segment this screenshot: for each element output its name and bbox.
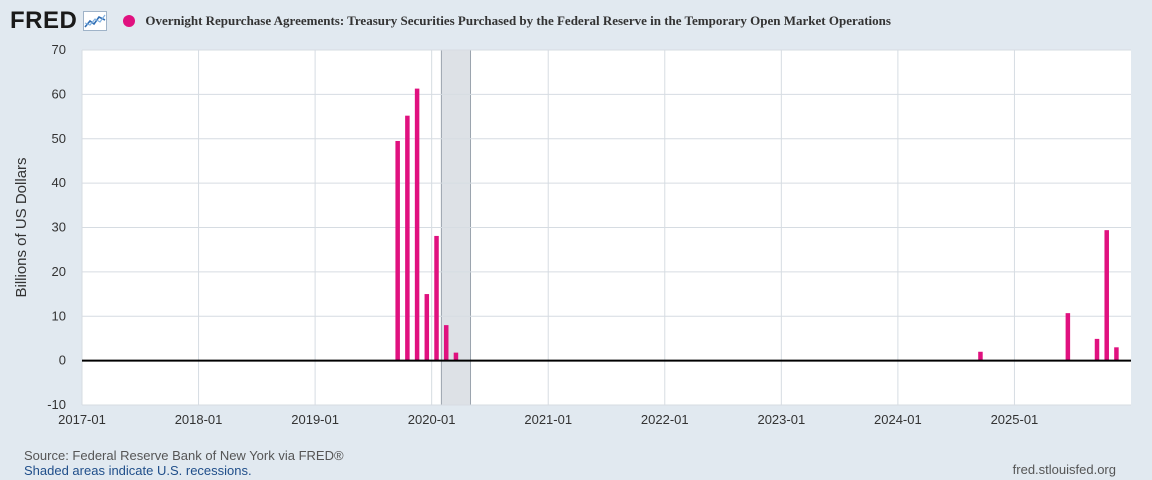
- y-tick-label: 60: [52, 86, 66, 101]
- bar[interactable]: [434, 235, 439, 361]
- bar-series: [395, 88, 1119, 361]
- fred-chart-icon: [83, 11, 108, 31]
- x-tick-label: 2024-01: [874, 412, 922, 427]
- x-tick-label: 2022-01: [641, 412, 689, 427]
- y-tick-label: 40: [52, 175, 66, 190]
- x-axis-ticks: 2017-01 2018-01 2019-01 2020-01 2021-01 2022-…: [58, 412, 1038, 427]
- y-tick-label: -10: [47, 397, 66, 412]
- bar[interactable]: [424, 294, 430, 361]
- y-tick-label: 10: [52, 308, 66, 323]
- chart-svg: -10 0 10 20 30 40 50 60 70 2017-01 2018-01 2019-01…: [13, 42, 1131, 427]
- x-tick-label: 2018-01: [175, 412, 223, 427]
- fred-logo[interactable]: FRED: [10, 7, 78, 34]
- bar[interactable]: [414, 88, 420, 361]
- y-axis-ticks: -10 0 10 20 30 40 50 60 70: [47, 42, 66, 412]
- y-tick-label: 30: [52, 220, 66, 235]
- x-tick-label: 2021-01: [524, 412, 572, 427]
- chart-header: FRED Overnight Repurchase Agreements: Tr…: [10, 6, 891, 36]
- bar[interactable]: [1094, 338, 1100, 361]
- source-note: Source: Federal Reserve Bank of New York…: [24, 448, 344, 463]
- site-link[interactable]: fred.stlouisfed.org: [1012, 462, 1116, 477]
- x-tick-label: 2025-01: [991, 412, 1039, 427]
- bar[interactable]: [1065, 313, 1071, 361]
- gridlines: [81, 49, 1131, 406]
- bar[interactable]: [978, 351, 983, 361]
- footer-notes: Source: Federal Reserve Bank of New York…: [24, 448, 344, 478]
- bar[interactable]: [395, 140, 400, 361]
- bar[interactable]: [453, 352, 459, 361]
- x-tick-label: 2017-01: [58, 412, 106, 427]
- chart-title: Overnight Repurchase Agreements: Treasur…: [145, 13, 891, 28]
- y-tick-label: 70: [52, 42, 66, 57]
- x-tick-label: 2020-01: [408, 412, 456, 427]
- x-tick-label: 2019-01: [291, 412, 339, 427]
- series-legend-marker: [123, 15, 136, 27]
- x-tick-label: 2023-01: [757, 412, 805, 427]
- bar[interactable]: [1114, 347, 1119, 361]
- bar[interactable]: [1104, 230, 1109, 361]
- bar[interactable]: [405, 115, 410, 361]
- y-tick-label: 20: [52, 264, 66, 279]
- bar[interactable]: [443, 325, 449, 361]
- y-axis-label: Billions of US Dollars: [13, 157, 30, 297]
- y-tick-label: 50: [52, 131, 66, 146]
- recession-note[interactable]: Shaded areas indicate U.S. recessions.: [24, 463, 252, 478]
- y-tick-label: 0: [59, 353, 66, 368]
